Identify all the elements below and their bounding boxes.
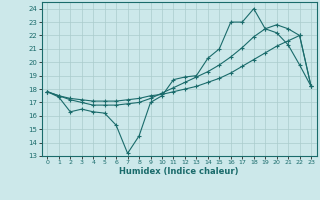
X-axis label: Humidex (Indice chaleur): Humidex (Indice chaleur) bbox=[119, 167, 239, 176]
